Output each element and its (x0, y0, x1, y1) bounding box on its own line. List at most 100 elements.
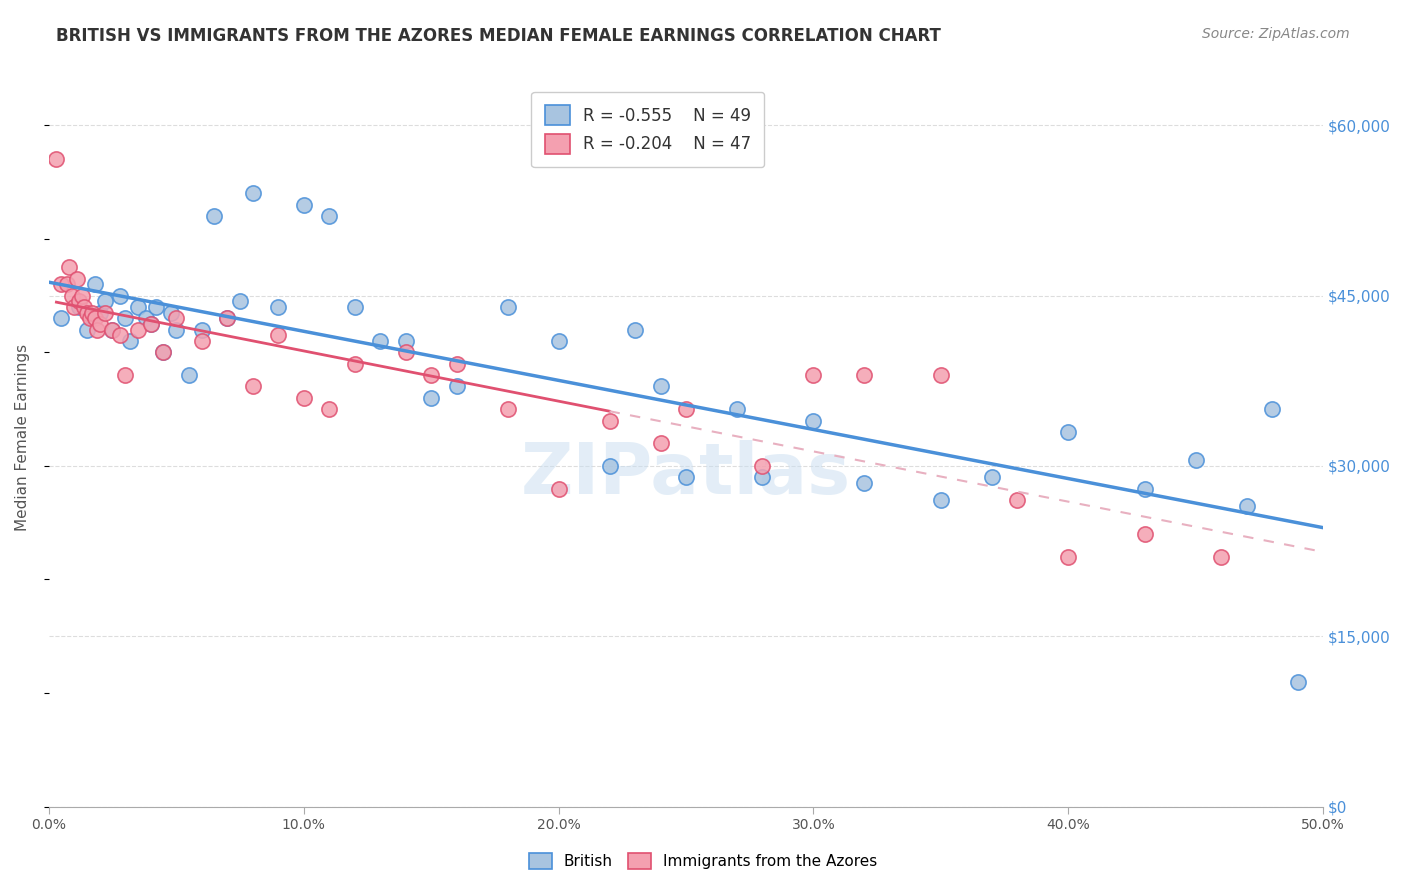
Point (318, 402, 340, 417)
Point (318, 209, 340, 223)
Point (624, 323, 647, 337)
Point (1133, 482, 1156, 496)
Point (83, 311, 105, 326)
Point (67, 294, 90, 309)
Point (675, 402, 697, 417)
Point (446, 357, 468, 371)
Point (51, 277, 73, 292)
Point (63, 300, 86, 314)
Point (1007, 493, 1029, 508)
Text: BRITISH VS IMMIGRANTS FROM THE AZORES MEDIAN FEMALE EARNINGS CORRELATION CHART: BRITISH VS IMMIGRANTS FROM THE AZORES ME… (56, 27, 941, 45)
Point (599, 413, 621, 427)
Point (177, 368, 200, 383)
Point (368, 334, 391, 348)
Point (547, 334, 569, 348)
Point (343, 300, 366, 314)
Point (242, 379, 264, 393)
Point (114, 311, 136, 326)
Point (929, 493, 952, 508)
Point (292, 391, 315, 405)
Point (751, 470, 773, 484)
Point (66, 271, 89, 285)
Point (135, 311, 157, 326)
Point (980, 470, 1002, 484)
Point (108, 328, 131, 343)
Point (127, 323, 149, 337)
Point (127, 300, 149, 314)
Point (76, 323, 98, 337)
Point (217, 311, 239, 326)
Point (204, 209, 226, 223)
Point (152, 345, 174, 359)
Point (94, 306, 117, 320)
Point (1261, 402, 1284, 417)
Point (51, 311, 73, 326)
Point (80, 306, 103, 320)
Point (76, 306, 98, 320)
Point (650, 379, 672, 393)
Point (79, 311, 101, 326)
Y-axis label: Median Female Earnings: Median Female Earnings (15, 344, 30, 531)
Point (420, 368, 443, 383)
Point (1236, 499, 1258, 513)
Point (267, 328, 290, 343)
Point (496, 300, 519, 314)
Point (152, 345, 174, 359)
Legend: British, Immigrants from the Azores: British, Immigrants from the Azores (523, 847, 883, 875)
Point (496, 402, 519, 417)
Point (217, 311, 239, 326)
Point (1185, 453, 1208, 467)
Point (139, 317, 162, 331)
Point (853, 475, 876, 490)
Point (751, 458, 773, 473)
Point (70, 288, 93, 302)
Point (58, 260, 80, 275)
Point (446, 379, 468, 393)
Point (599, 458, 621, 473)
Point (1286, 674, 1309, 689)
Point (242, 186, 264, 201)
Point (45, 153, 67, 167)
Point (86, 323, 108, 337)
Point (675, 470, 697, 484)
Point (114, 368, 136, 383)
Point (73, 300, 96, 314)
Point (67, 300, 90, 314)
Point (55, 277, 77, 292)
Point (725, 402, 748, 417)
Point (394, 345, 416, 359)
Point (853, 368, 876, 383)
Point (1211, 549, 1233, 564)
Point (94, 294, 117, 309)
Point (394, 334, 416, 348)
Point (89, 317, 111, 331)
Point (108, 288, 131, 302)
Point (1057, 425, 1080, 439)
Point (120, 334, 142, 348)
Legend: R = -0.555    N = 49, R = -0.204    N = 47: R = -0.555 N = 49, R = -0.204 N = 47 (531, 92, 765, 168)
Point (160, 306, 183, 320)
Point (267, 300, 290, 314)
Point (650, 436, 672, 450)
Point (89, 306, 111, 320)
Point (803, 368, 825, 383)
Point (420, 391, 443, 405)
Point (803, 413, 825, 427)
Point (101, 323, 124, 337)
Text: ZIPatlas: ZIPatlas (522, 440, 851, 509)
Point (101, 323, 124, 337)
Point (165, 323, 187, 337)
Point (343, 357, 366, 371)
Point (60, 288, 83, 302)
Point (229, 294, 252, 309)
Point (547, 482, 569, 496)
Point (165, 311, 187, 326)
Point (929, 368, 952, 383)
Point (145, 300, 167, 314)
Point (190, 323, 212, 337)
Point (190, 334, 212, 348)
Point (83, 277, 105, 292)
Point (139, 317, 162, 331)
Text: Source: ZipAtlas.com: Source: ZipAtlas.com (1202, 27, 1350, 41)
Point (1057, 549, 1080, 564)
